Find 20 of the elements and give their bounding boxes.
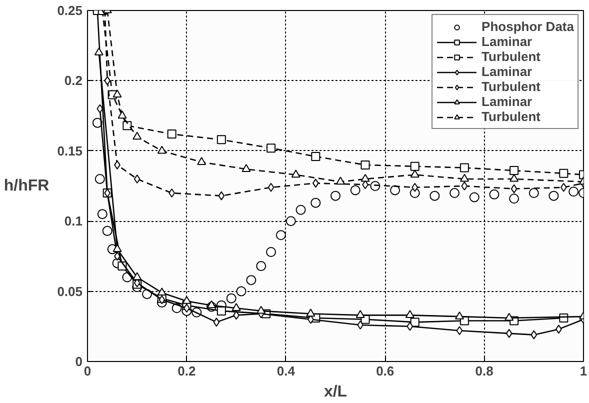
x-tick-label: 0.2	[178, 364, 196, 378]
legend-label: Laminar	[482, 64, 532, 79]
y-axis-title: h/hFR	[4, 178, 50, 194]
y-tick-label: 0.05	[57, 284, 83, 299]
y-tick-label: 0.15	[57, 143, 83, 158]
legend-label: Laminar	[482, 94, 532, 109]
legend-label: Turbulent	[482, 49, 541, 64]
legend-label: Turbulent	[482, 79, 541, 94]
legend-label: Laminar	[482, 34, 532, 49]
x-axis-title: x/L	[324, 384, 348, 400]
legend-label: Phosphor Data	[482, 19, 574, 34]
x-tick-label: 0.6	[376, 364, 394, 378]
y-tick-label: 0.2	[64, 73, 83, 88]
legend-label: Turbulent	[482, 109, 541, 124]
y-tick-label: 0.1	[64, 214, 83, 229]
y-tick-label: 0	[75, 354, 83, 369]
x-tick-label: 0.4	[276, 364, 296, 378]
y-tick-label: 0.25	[57, 3, 83, 18]
x-tick-label: 1	[580, 364, 588, 378]
x-tick-label: 0.8	[475, 364, 494, 378]
